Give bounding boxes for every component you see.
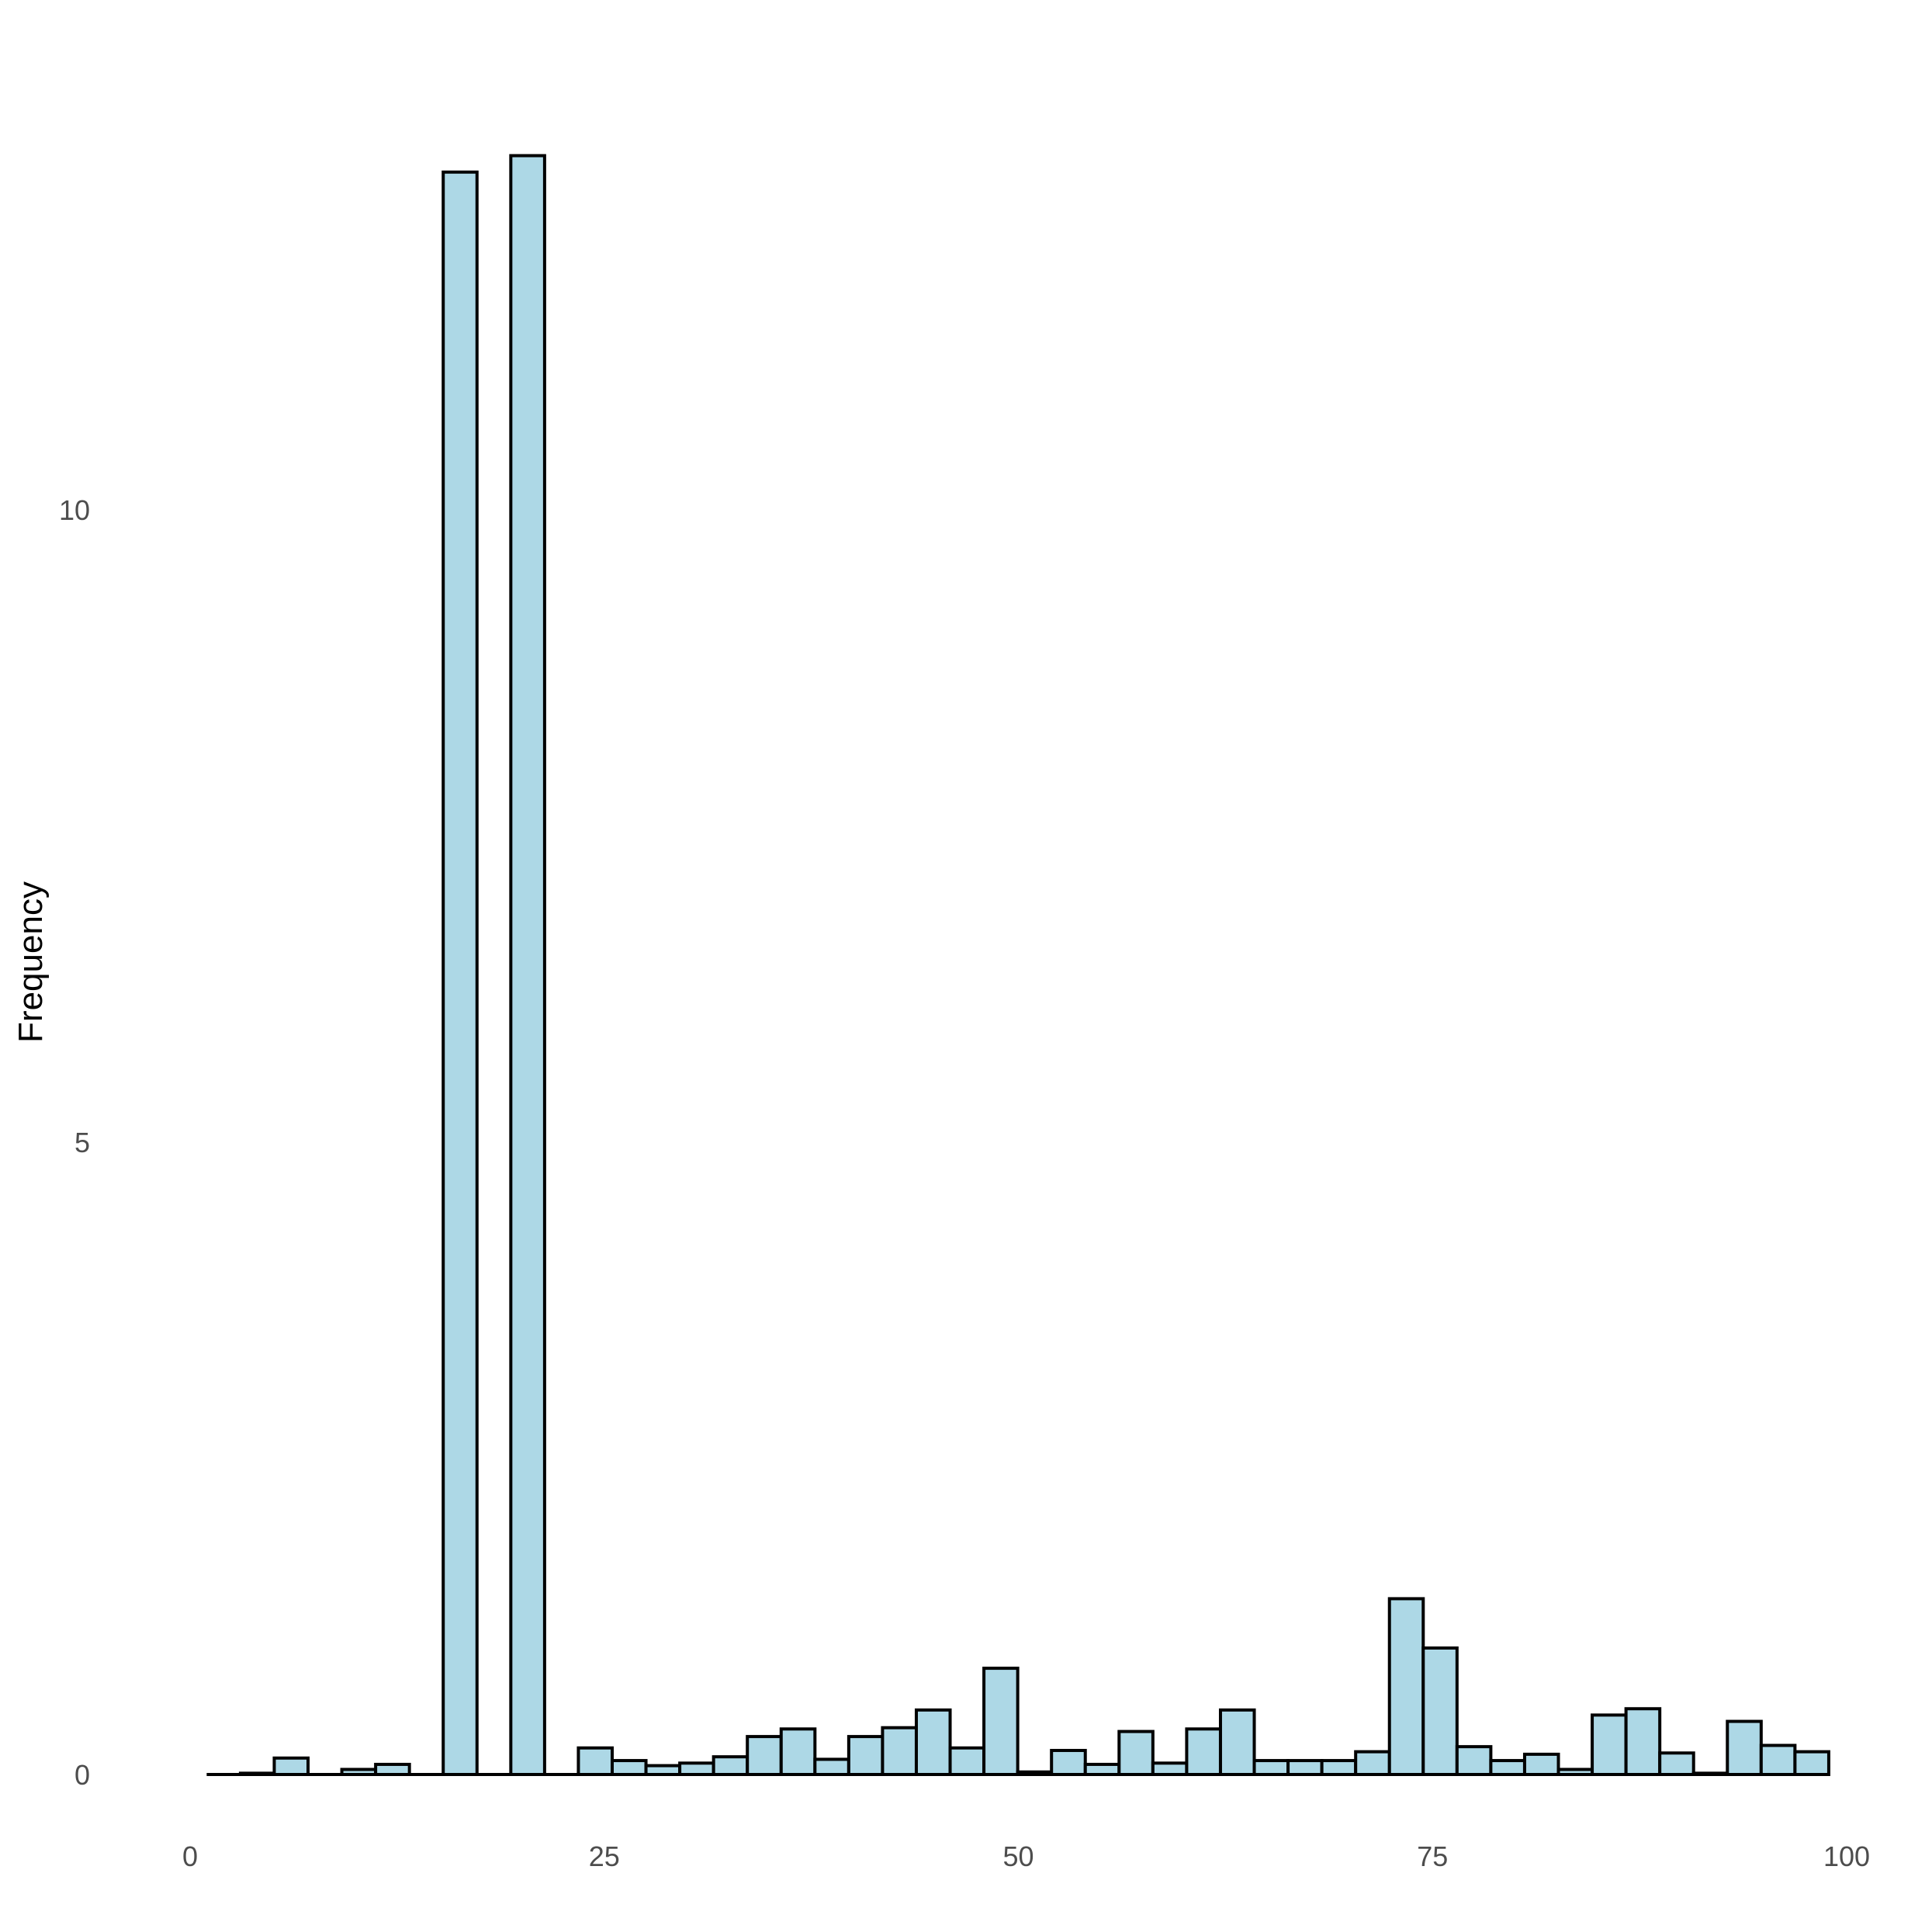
histogram-bar <box>1320 1759 1358 1777</box>
y-tick-label: 10 <box>59 494 90 526</box>
x-tick-label: 75 <box>1417 1840 1448 1872</box>
histogram-bar <box>914 1708 952 1777</box>
histogram-bar <box>1759 1743 1797 1777</box>
histogram-bar <box>611 1759 648 1777</box>
histogram-bar <box>678 1761 715 1777</box>
histogram-bar <box>1218 1708 1256 1777</box>
histogram-bar <box>1591 1713 1628 1776</box>
x-axis-tick-labels: 0 25 50 75 100 <box>182 1840 1870 1872</box>
histogram-bar <box>813 1757 850 1776</box>
histogram-bar <box>1489 1759 1526 1777</box>
x-tick-label: 50 <box>1002 1840 1034 1872</box>
y-tick-label: 5 <box>74 1127 90 1158</box>
histogram-bar <box>1286 1759 1324 1777</box>
histogram-bars <box>238 154 1830 1777</box>
y-tick-label: 0 <box>74 1759 90 1791</box>
histogram-bar <box>1726 1719 1763 1777</box>
x-tick-label: 25 <box>589 1840 620 1872</box>
histogram-bar <box>1252 1759 1290 1777</box>
histogram-bar <box>1185 1727 1222 1777</box>
histogram-bar <box>441 170 479 1776</box>
y-axis-tick-labels: 0 5 10 <box>59 494 90 1791</box>
histogram-bar <box>1522 1752 1560 1776</box>
histogram-bar <box>1421 1646 1459 1776</box>
x-tick-label: 0 <box>182 1840 198 1872</box>
histogram-bar <box>948 1746 986 1777</box>
histogram-bar <box>272 1756 310 1777</box>
y-axis-title: Frequency <box>12 881 50 1043</box>
histogram-bar <box>779 1727 817 1777</box>
histogram-bar <box>1151 1761 1189 1777</box>
histogram-bar <box>746 1735 783 1777</box>
x-tick-label: 100 <box>1823 1840 1870 1872</box>
histogram-bar <box>1354 1750 1391 1776</box>
histogram-bar <box>1793 1750 1830 1776</box>
histogram-bar <box>847 1735 885 1777</box>
histogram-bar <box>509 154 546 1776</box>
histogram-bar <box>1455 1745 1493 1776</box>
histogram-bar <box>1050 1749 1087 1777</box>
histogram-bar <box>712 1755 750 1776</box>
histogram-bar <box>1624 1707 1662 1776</box>
histogram-bar <box>982 1667 1020 1777</box>
histogram-bar <box>1658 1751 1695 1777</box>
histogram-bar <box>881 1726 918 1776</box>
histogram-bar <box>1387 1597 1425 1776</box>
histogram-bar <box>576 1746 614 1777</box>
histogram-bar <box>1117 1729 1155 1777</box>
